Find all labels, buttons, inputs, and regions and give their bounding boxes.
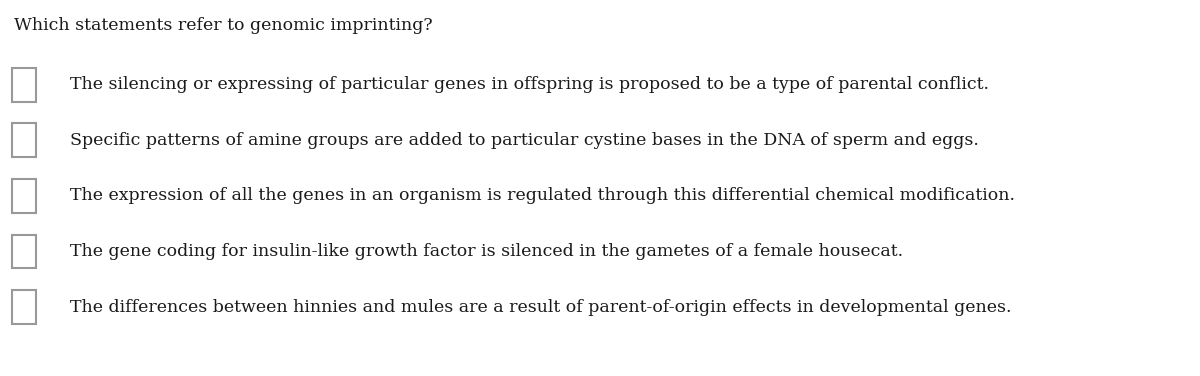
Text: The expression of all the genes in an organism is regulated through this differe: The expression of all the genes in an or… — [70, 187, 1015, 205]
Text: Specific patterns of amine groups are added to particular cystine bases in the D: Specific patterns of amine groups are ad… — [70, 132, 978, 149]
FancyBboxPatch shape — [12, 68, 36, 102]
FancyBboxPatch shape — [12, 235, 36, 268]
Text: The gene coding for insulin-like growth factor is silenced in the gametes of a f: The gene coding for insulin-like growth … — [70, 243, 902, 260]
FancyBboxPatch shape — [12, 290, 36, 324]
FancyBboxPatch shape — [12, 123, 36, 157]
Text: The silencing or expressing of particular genes in offspring is proposed to be a: The silencing or expressing of particula… — [70, 76, 989, 93]
Text: Which statements refer to genomic imprinting?: Which statements refer to genomic imprin… — [14, 17, 433, 34]
FancyBboxPatch shape — [12, 179, 36, 213]
Text: The differences between hinnies and mules are a result of parent-of-origin effec: The differences between hinnies and mule… — [70, 299, 1012, 316]
